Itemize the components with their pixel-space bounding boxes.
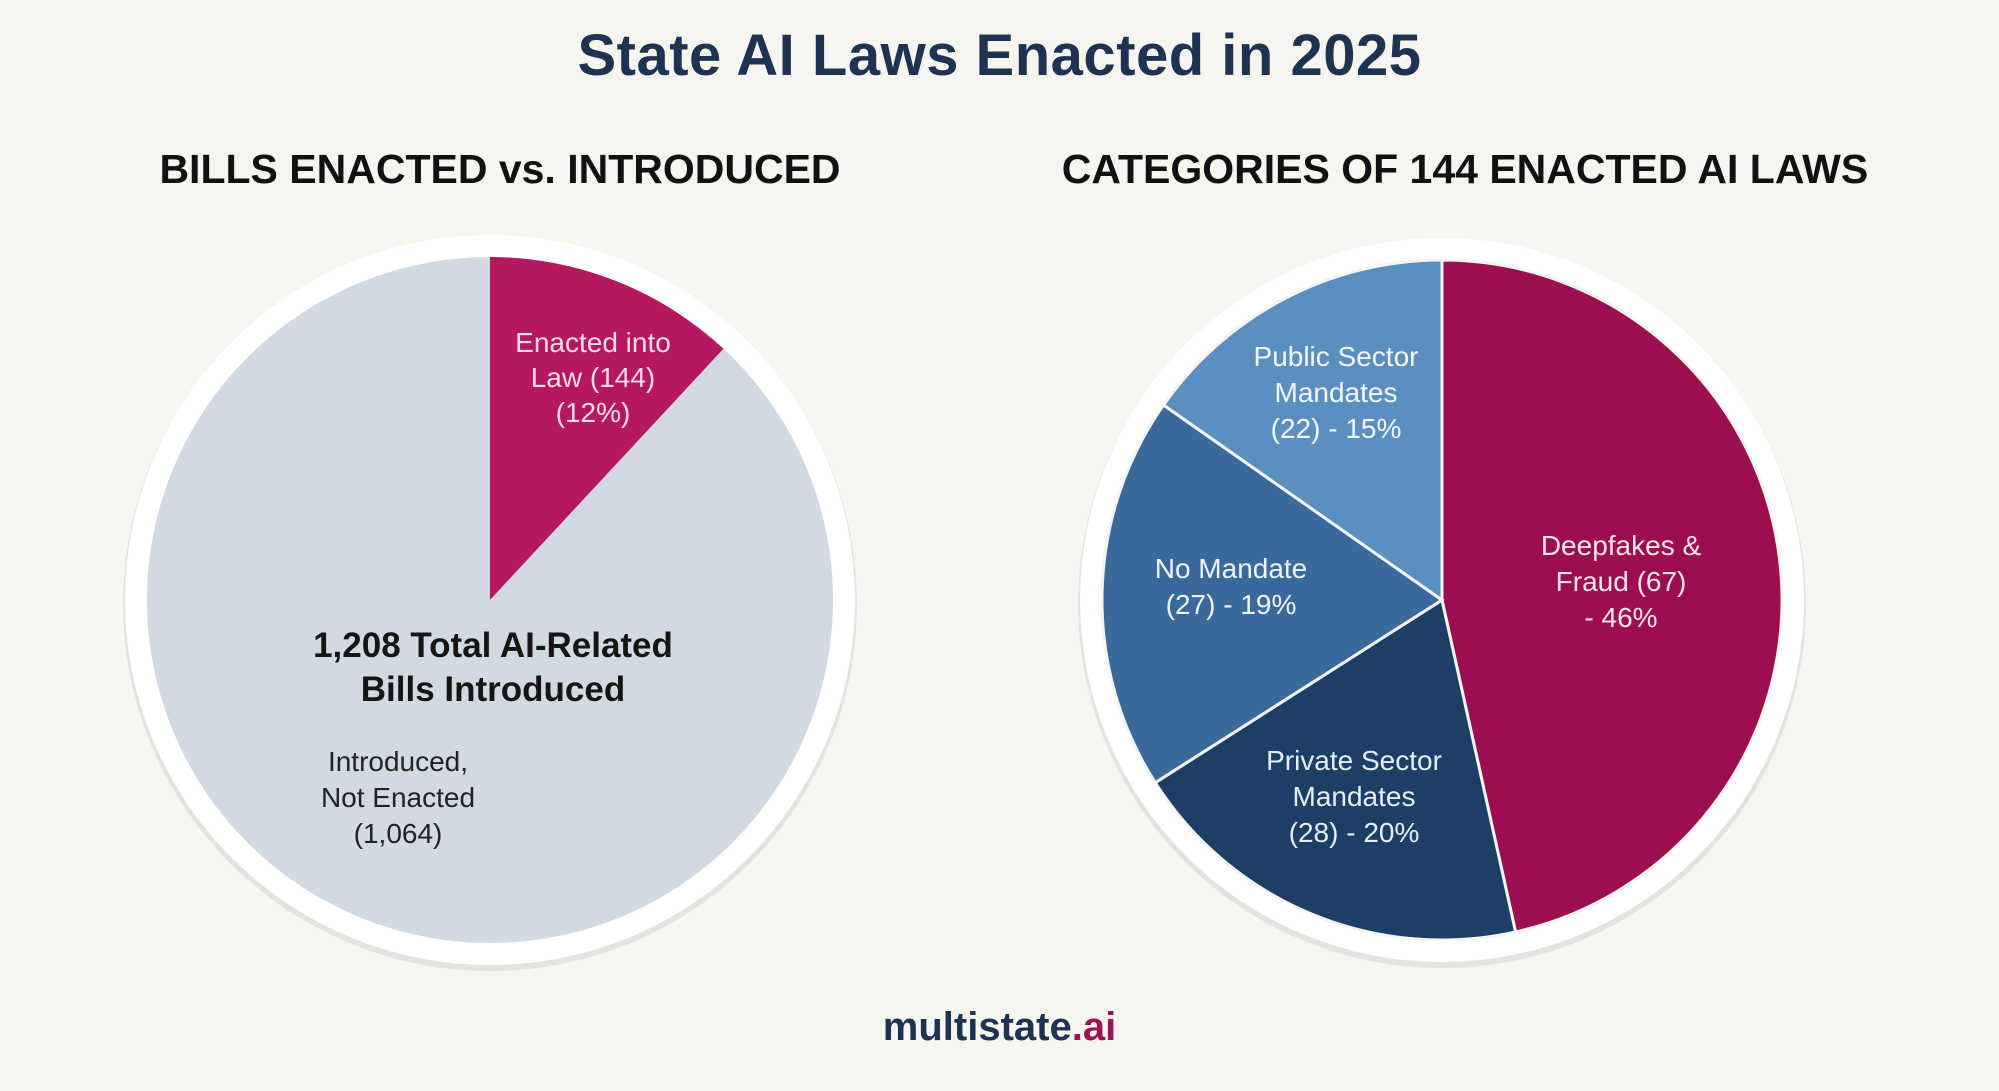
left-chart-title: BILLS ENACTED vs. INTRODUCED	[159, 146, 841, 192]
right-chart-title: CATEGORIES OF 144 ENACTED AI LAWS	[1061, 146, 1869, 192]
center-label-line: 1,208 Total AI-Related	[313, 626, 673, 665]
center-label-line: Bills Introduced	[361, 670, 625, 709]
slice-label-line: Mandates	[1293, 781, 1416, 812]
pie-slice-deepfakes-and-fraud	[1440, 258, 1784, 934]
brand-logo: multistate.ai	[0, 1005, 1999, 1050]
slice-label-private-sector-mandates: Private Sector Mandates (28) - 20%	[1266, 745, 1442, 848]
pie-slice-no-mandate	[1100, 402, 1445, 785]
slice-label-line: Enacted into	[515, 327, 671, 358]
slice-label-line: (22) - 15%	[1271, 413, 1402, 444]
pie-slice-public-sector-mandates	[1161, 258, 1444, 603]
slice-label-no-mandate: No Mandate (27) - 19%	[1155, 553, 1308, 620]
brand-name: multistate	[882, 1005, 1072, 1049]
slice-label-line: Deepfakes &	[1541, 530, 1702, 561]
center-total-label: 1,208 Total AI-Related Bills Introduced	[313, 626, 673, 709]
slice-label-line: (27) - 19%	[1166, 589, 1297, 620]
pie-slice-enacted-into-law	[490, 257, 724, 600]
slice-label-line: Public Sector	[1254, 341, 1419, 372]
slice-label-line: Fraud (67)	[1556, 566, 1687, 597]
slice-label-line: Not Enacted	[321, 782, 475, 813]
slice-label-line: Private Sector	[1266, 745, 1442, 776]
categories-pie-chart: Deepfakes & Fraud (67) - 46% Private Sector…	[1078, 238, 1806, 968]
pie-slice-private-sector-mandates	[1153, 597, 1518, 942]
slice-label-introduced-not-enacted: Introduced, Not Enacted (1,064)	[321, 746, 475, 849]
bills-pie-chart: Enacted into Law (144) (12%) Introduced, Not…	[123, 235, 857, 971]
slice-label-line: Mandates	[1275, 377, 1398, 408]
page-title: State AI Laws Enacted in 2025	[577, 23, 1422, 88]
slice-label-line: No Mandate	[1155, 553, 1308, 584]
slice-label-line: (1,064)	[354, 818, 443, 849]
slice-label-line: (12%)	[556, 397, 631, 428]
slice-label-deepfakes-and-fraud: Deepfakes & Fraud (67) - 46%	[1541, 530, 1702, 633]
slice-label-line: (28) - 20%	[1289, 817, 1420, 848]
slice-label-line: - 46%	[1584, 602, 1657, 633]
pie-slice-introduced-not-enacted	[146, 257, 833, 943]
slice-label-enacted-into-law: Enacted into Law (144) (12%)	[515, 327, 671, 428]
slice-label-line: Introduced,	[328, 746, 468, 777]
slice-label-public-sector-mandates: Public Sector Mandates (22) - 15%	[1254, 341, 1419, 444]
slice-label-line: Law (144)	[531, 362, 656, 393]
brand-suffix: .ai	[1071, 1005, 1117, 1049]
